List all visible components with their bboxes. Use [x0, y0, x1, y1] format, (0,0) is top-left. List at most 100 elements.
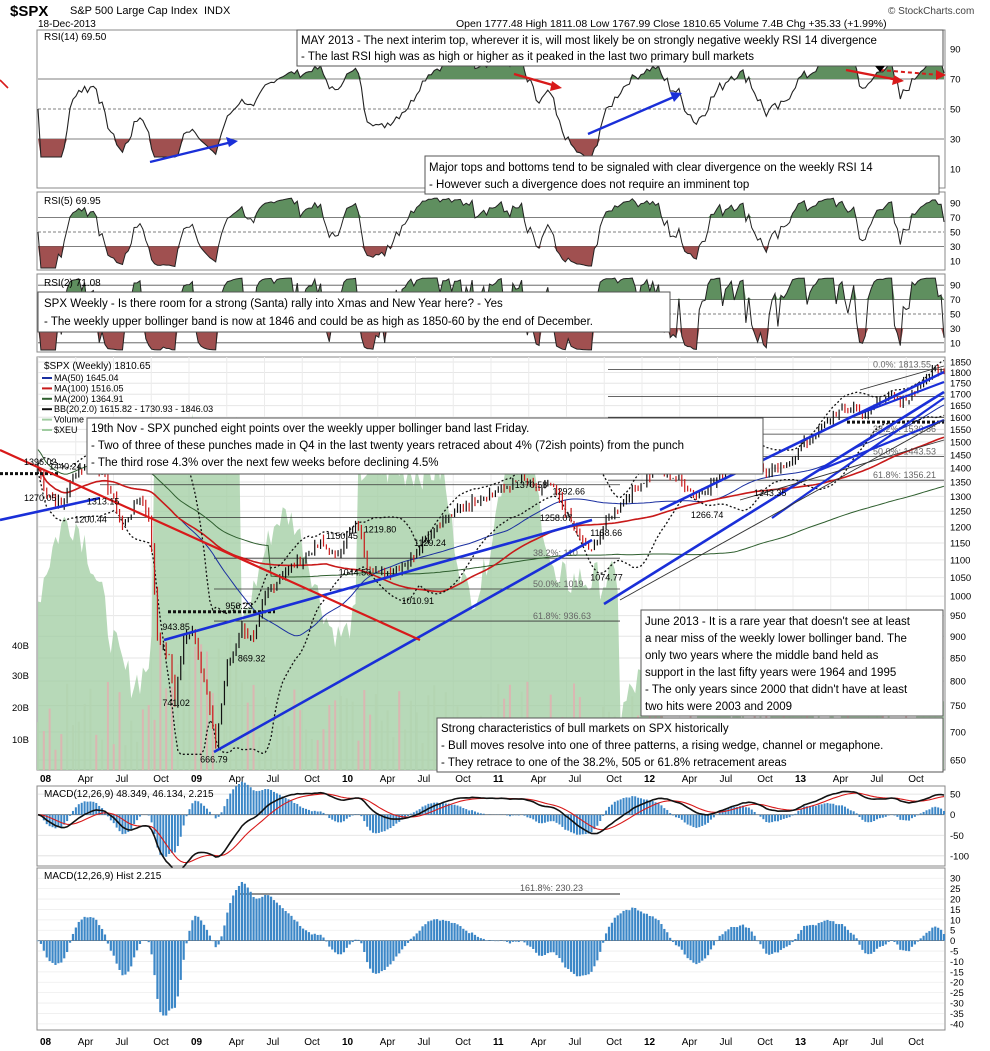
- macd-hist-bar: [905, 940, 908, 951]
- macd-small-hist-bar: [281, 796, 284, 815]
- macd-hist-bar: [144, 940, 147, 941]
- trend-line: [819, 418, 945, 472]
- macd-hist-bar: [602, 940, 605, 943]
- volume-bar: [345, 698, 348, 770]
- macd-hist-x-axis-label: 13: [795, 1037, 807, 1048]
- macd-small-hist-bar: [246, 784, 249, 815]
- macd-hist-bar: [910, 940, 914, 947]
- macd-hist-bar: [386, 940, 389, 967]
- volume-bar: [281, 709, 284, 770]
- macd-hist-bar: [380, 940, 383, 972]
- macd-hist-x-axis-label: Jul: [116, 1037, 129, 1048]
- volume-bar: [136, 741, 139, 770]
- macd-hist-bar: [724, 931, 727, 941]
- macd-small-hist-bar: [307, 809, 310, 815]
- macd-hist-bar: [284, 910, 287, 941]
- macd-small-hist-bar: [203, 805, 206, 815]
- volume-bar: [194, 646, 197, 770]
- macd-hist-bar: [261, 896, 264, 941]
- rsi14-red-arrowhead-3: [936, 70, 946, 80]
- macd-hist-bar: [401, 940, 404, 950]
- macd-small-hist-bar: [704, 814, 707, 825]
- macd-small-hist-bar: [651, 801, 654, 815]
- macd-small-hist-bar: [803, 806, 806, 815]
- macd-hist-bar: [237, 885, 241, 941]
- macd-hist-bar: [115, 940, 118, 964]
- macd-hist-bar: [593, 940, 596, 967]
- macd-small-hist-bar: [290, 800, 293, 815]
- macd-small-hist-bar: [567, 814, 570, 831]
- rsi5-series-line: [37, 197, 945, 269]
- price-x-axis-label: Jul: [720, 774, 733, 785]
- annotation-may2013-line2: - The last RSI high was as high or highe…: [301, 51, 754, 63]
- macd-hist-bar: [100, 928, 104, 941]
- volume-bar: [200, 644, 203, 770]
- rsi5-frame: [36, 191, 946, 271]
- macd-hist-bar: [835, 923, 838, 941]
- volume-bar: [421, 743, 424, 770]
- macd-hist-bar: [395, 940, 398, 957]
- annotation-nov19-line1: 19th Nov - SPX punched eight points over…: [91, 423, 529, 435]
- macd-hist-bar: [214, 940, 217, 948]
- volume-bar: [293, 689, 296, 770]
- volume-bar: [89, 688, 92, 770]
- volume-bar: [60, 734, 63, 770]
- price-x-axis-label: 12: [644, 774, 656, 785]
- macd-hist-bar: [846, 929, 849, 941]
- price-x-axis-label: 10: [342, 774, 354, 785]
- macd-small-hist-bar: [92, 801, 95, 815]
- macd-small-hist-bar: [165, 814, 168, 857]
- volume-bar: [374, 694, 377, 770]
- annotation-may2013-line1: MAY 2013 - The next interim top, whereve…: [301, 35, 877, 47]
- macd-hist-bar: [456, 924, 459, 941]
- volume-bar: [37, 722, 39, 770]
- macd-small-hist-bar: [838, 805, 841, 815]
- macd-small-hist-bar: [631, 796, 634, 815]
- macd-hist-bar: [226, 912, 229, 941]
- macd-hist-bar: [392, 940, 395, 961]
- macd-hist-bar: [182, 940, 185, 960]
- macd-hist-bar: [86, 917, 89, 941]
- macd-hist-bar: [529, 940, 532, 947]
- volume-bar: [258, 737, 261, 770]
- macd-hist-x-axis-label: Jul: [418, 1037, 431, 1048]
- macd-hist-bar: [106, 940, 110, 944]
- macd-hist-bar: [826, 919, 829, 941]
- macd-small-hist-bar: [415, 810, 418, 815]
- macd-small-hist-bar: [205, 808, 208, 815]
- macd-small-hist-bar: [74, 807, 77, 815]
- macd-small-hist-bar: [875, 814, 878, 820]
- macd-hist-bar: [648, 916, 651, 941]
- macd-hist-bar: [296, 921, 299, 941]
- macd-hist-bar: [893, 940, 896, 942]
- macd-hist-bar: [628, 910, 631, 941]
- macd-hist-bar: [418, 930, 421, 941]
- macd-small-hist-bar: [523, 814, 526, 816]
- macd-small-hist-bar: [366, 814, 369, 827]
- macd-hist-bar: [109, 940, 112, 951]
- macd-hist-bar: [491, 940, 494, 941]
- macd-small-hist-bar: [398, 814, 401, 822]
- macd-hist-bar: [575, 940, 579, 977]
- macd-small-hist-bar: [937, 807, 940, 815]
- macd-small-hist-bar: [450, 804, 453, 815]
- macd-hist-bar: [875, 940, 879, 949]
- volume-bar: [71, 725, 74, 770]
- macd-hist-bar: [162, 940, 165, 1016]
- macd-hist-bar: [272, 900, 276, 941]
- annotation-may2013-box: [296, 29, 944, 67]
- macd-small-hist-bar: [232, 789, 235, 815]
- macd-hist-x-axis-label: Apr: [682, 1037, 698, 1048]
- macd-hist-bar: [535, 940, 538, 953]
- macd-small-hist-bar: [712, 814, 715, 818]
- price-y-tick-label: 1700: [950, 390, 971, 401]
- macd-hist-bar: [135, 940, 139, 951]
- rsi-y-tick-label: 90: [950, 45, 961, 56]
- trend-lines: [0, 365, 945, 754]
- macd-hist-bar: [450, 922, 453, 941]
- volume-bar: [235, 655, 238, 770]
- price-y-tick-label: 1750: [950, 379, 971, 390]
- macd-small-hist-bar: [383, 814, 386, 832]
- macd-small-hist-bar: [622, 797, 625, 815]
- macd-hist-bar: [188, 930, 191, 941]
